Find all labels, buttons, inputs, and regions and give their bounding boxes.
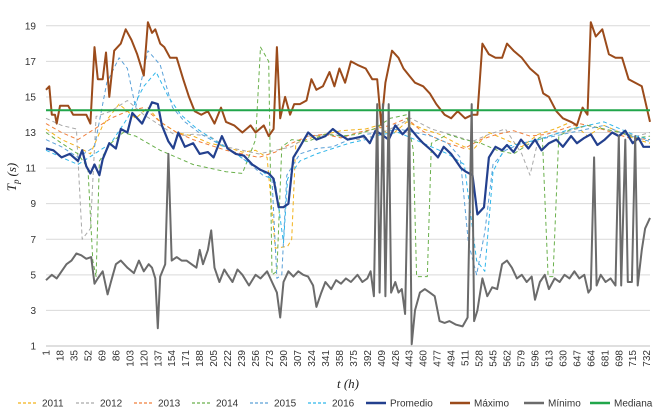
x-tick-label: 86: [111, 350, 122, 362]
y-tick-label: 5: [30, 270, 36, 281]
x-tick-label: 698: [614, 350, 625, 367]
x-tick-label: 205: [209, 350, 220, 367]
x-tick-label: 307: [293, 350, 304, 367]
legend-label: 2012: [100, 399, 123, 410]
x-tick-label: 460: [419, 350, 430, 367]
series-line-0: [45, 103, 651, 249]
x-tick-labels: 1 18 35 52 69 86 103 120 137 154 171 188 205 222 239 25…: [42, 350, 654, 367]
x-tick-label: 528: [475, 350, 486, 367]
series-line-8: [45, 103, 651, 346]
x-tick-label: 545: [489, 350, 500, 367]
y-tick-label: 1: [30, 342, 36, 353]
y-axis-title-unit: (s): [4, 163, 19, 177]
legend-label: 2016: [332, 399, 355, 410]
legend-label: Mínimo: [548, 399, 581, 410]
x-tick-label: 188: [195, 350, 206, 367]
x-tick-label: 375: [349, 350, 360, 367]
x-tick-label: 392: [363, 350, 374, 367]
x-tick-label: 18: [55, 350, 66, 362]
y-tick-label: 11: [26, 164, 37, 175]
y-axis-title: Tp (s): [4, 163, 21, 191]
series-line-5: [45, 71, 651, 272]
x-tick-label: 732: [642, 350, 653, 367]
x-tick-label: 137: [153, 350, 164, 367]
x-tick-label: 171: [181, 350, 192, 367]
x-tick-label: 596: [530, 350, 541, 367]
x-tick-label: 120: [139, 350, 150, 367]
x-tick-label: 443: [405, 350, 416, 367]
x-tick-label: 647: [572, 350, 583, 367]
series-line-4: [45, 50, 651, 279]
x-tick-label: 511: [461, 350, 472, 366]
series-line-3: [45, 46, 651, 278]
legend-label: Promedio: [390, 399, 433, 410]
legend: 2011 2012 2013 2014 2015 2016 Promedio Máximo Mí…: [18, 399, 653, 410]
legend-label: 2011: [42, 399, 64, 410]
y-tick-label: 17: [25, 57, 37, 68]
x-tick-label: 613: [544, 350, 555, 367]
x-tick-label: 154: [167, 350, 178, 367]
legend-label: 2013: [158, 399, 181, 410]
x-tick-label: 426: [391, 350, 402, 367]
y-axis-title-main: T: [4, 183, 19, 191]
y-tick-label: 13: [25, 128, 37, 139]
x-tick-label: 409: [377, 350, 388, 367]
series-line-6: [45, 101, 650, 216]
y-tick-label: 19: [25, 21, 37, 32]
x-tick-label: 562: [503, 350, 514, 367]
x-tick-label: 69: [97, 350, 108, 362]
y-tick-label: 15: [25, 92, 37, 103]
y-axis-title-sub: p: [11, 179, 21, 185]
legend-label: Máximo: [474, 399, 509, 410]
x-tick-label: 52: [83, 350, 94, 362]
x-tick-label: 324: [307, 350, 318, 367]
series-layer: [45, 21, 651, 346]
y-tick-label: 9: [30, 199, 36, 210]
legend-label: Mediana: [614, 399, 653, 410]
x-tick-label: 341: [321, 350, 332, 367]
x-tick-label: 664: [586, 350, 597, 367]
x-tick-label: 1: [42, 350, 53, 356]
x-tick-label: 715: [628, 350, 639, 367]
series-line-1: [45, 100, 651, 240]
x-tick-label: 477: [433, 350, 444, 367]
x-axis-title: t (h): [337, 376, 359, 391]
x-tick-label: 358: [335, 350, 346, 367]
x-tick-label: 290: [279, 350, 290, 367]
x-tick-label: 239: [237, 350, 248, 367]
x-tick-label: 256: [251, 350, 262, 367]
legend-label: 2015: [274, 399, 297, 410]
x-tick-label: 273: [265, 350, 276, 367]
legend-label: 2014: [216, 399, 239, 410]
x-tick-label: 630: [558, 350, 569, 367]
x-tick-label: 579: [516, 350, 527, 367]
x-tick-label: 222: [223, 350, 234, 367]
gridlines: [46, 25, 650, 347]
y-tick-label: 7: [30, 235, 36, 246]
x-tick-label: 103: [125, 350, 136, 367]
y-tick-label: 3: [30, 306, 36, 317]
x-tick-label: 494: [447, 350, 458, 367]
x-tick-label: 681: [600, 350, 611, 367]
series-line-7: [45, 21, 651, 138]
x-tick-label: 35: [69, 350, 80, 362]
